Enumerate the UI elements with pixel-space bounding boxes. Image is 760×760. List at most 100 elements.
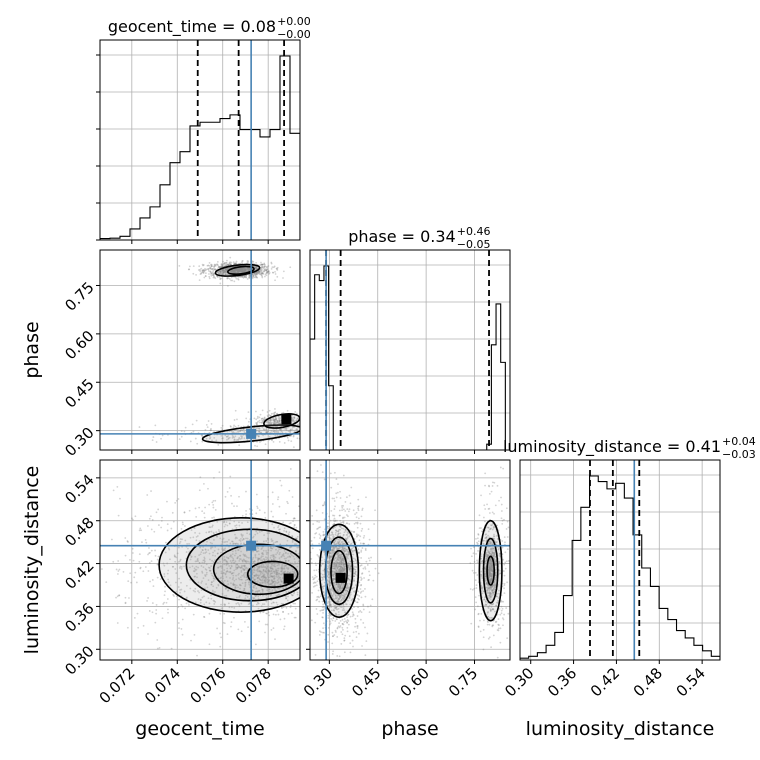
- sample-point: [219, 266, 221, 268]
- sample-point: [345, 553, 348, 556]
- sample-point: [313, 569, 316, 572]
- sample-point: [262, 266, 265, 269]
- sample-point: [329, 581, 332, 584]
- sample-point: [212, 599, 215, 602]
- sample-point: [222, 521, 225, 524]
- sample-point: [257, 271, 260, 274]
- sample-point: [279, 583, 282, 586]
- sample-point: [128, 597, 130, 599]
- sample-point: [342, 591, 345, 594]
- sample-point: [348, 566, 351, 569]
- sample-point: [279, 559, 281, 562]
- sample-point: [223, 269, 225, 272]
- sample-point: [220, 263, 223, 266]
- sample-point: [256, 570, 259, 573]
- sample-point: [339, 519, 342, 522]
- sample-point: [239, 269, 242, 271]
- sample-point: [306, 549, 308, 551]
- title-upper: +0.04: [722, 435, 756, 448]
- sample-point: [275, 540, 278, 543]
- sample-point: [268, 271, 271, 274]
- sample-point: [236, 557, 239, 559]
- sample-point: [330, 486, 333, 489]
- sample-point: [151, 602, 154, 604]
- sample-point: [374, 580, 376, 582]
- sample-point: [231, 590, 234, 593]
- sample-point: [331, 595, 334, 598]
- sample-point: [243, 268, 246, 271]
- sample-point: [241, 268, 243, 271]
- sample-point: [297, 423, 300, 426]
- sample-point: [331, 550, 333, 553]
- sample-point: [227, 583, 230, 586]
- sample-point: [222, 260, 224, 263]
- sample-point: [343, 639, 346, 642]
- sample-point: [241, 268, 244, 271]
- sample-point: [335, 565, 338, 567]
- sample-point: [244, 560, 247, 563]
- sample-point: [200, 267, 203, 270]
- sample-point: [150, 560, 153, 563]
- sample-point: [253, 574, 256, 577]
- sample-point: [151, 579, 154, 581]
- sample-point: [337, 591, 340, 593]
- sample-point: [243, 270, 246, 273]
- sample-point: [197, 581, 200, 584]
- sample-point: [238, 270, 241, 273]
- sample-point: [270, 267, 273, 270]
- sample-point: [226, 267, 229, 270]
- sample-point: [321, 431, 323, 433]
- sample-point: [334, 606, 337, 609]
- sample-point: [359, 618, 362, 621]
- sample-point: [256, 558, 259, 561]
- sample-point: [231, 269, 234, 272]
- sample-point: [231, 572, 234, 575]
- sample-point: [198, 532, 201, 535]
- sample-point: [208, 567, 211, 569]
- sample-point: [252, 571, 255, 574]
- sample-point: [199, 273, 202, 276]
- sample-point: [261, 276, 264, 279]
- sample-point: [332, 549, 335, 552]
- sample-point: [194, 560, 197, 563]
- sample-point: [336, 566, 339, 569]
- sample-point: [237, 269, 239, 272]
- sample-point: [192, 536, 195, 539]
- sample-point: [226, 259, 228, 262]
- sample-point: [226, 435, 228, 438]
- sample-point: [230, 564, 233, 567]
- sample-point: [245, 268, 248, 270]
- sample-point: [237, 268, 240, 271]
- sample-point: [238, 268, 241, 270]
- sample-point: [231, 270, 234, 273]
- sample-point: [210, 268, 213, 271]
- sample-point: [274, 584, 276, 587]
- sample-point: [268, 590, 271, 593]
- sample-point: [354, 568, 357, 571]
- sample-point: [257, 580, 259, 583]
- sample-point: [332, 514, 334, 517]
- sample-point: [328, 605, 331, 608]
- sample-point: [224, 523, 227, 526]
- sample-point: [256, 272, 259, 275]
- sample-point: [237, 271, 240, 274]
- sample-point: [293, 616, 296, 619]
- sample-point: [277, 576, 279, 579]
- sample-point: [180, 588, 183, 591]
- sample-point: [303, 418, 305, 420]
- sample-point: [248, 591, 250, 594]
- sample-point: [252, 260, 255, 263]
- sample-point: [248, 598, 251, 601]
- sample-point: [203, 561, 206, 564]
- sample-point: [258, 569, 261, 572]
- sample-point: [244, 267, 247, 270]
- sample-point: [287, 502, 289, 505]
- sample-point: [211, 268, 214, 271]
- sample-point: [368, 559, 371, 562]
- sample-point: [241, 582, 244, 584]
- sample-point: [184, 607, 187, 610]
- sample-point: [163, 575, 166, 578]
- sample-point: [262, 575, 264, 578]
- sample-point: [204, 275, 207, 278]
- sample-point: [242, 428, 245, 431]
